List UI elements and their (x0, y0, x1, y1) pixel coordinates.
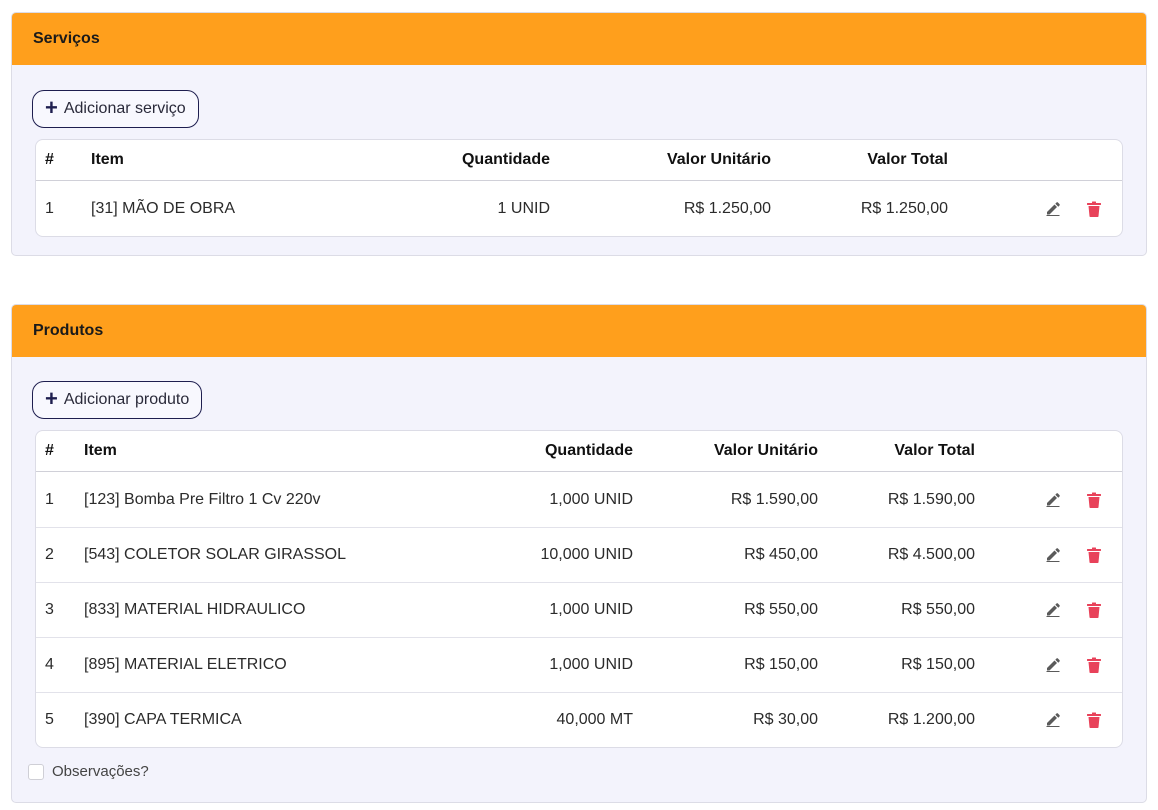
trash-icon[interactable] (1084, 490, 1104, 510)
pencil-icon[interactable] (1043, 490, 1063, 510)
add-service-button[interactable]: + Adicionar serviço (32, 90, 199, 128)
pencil-icon[interactable] (1043, 545, 1063, 565)
services-header: Serviços (12, 13, 1146, 65)
col-quantity-header: Quantidade (544, 442, 633, 459)
col-total-value-header: Valor Total (867, 151, 948, 168)
add-product-label: Adicionar produto (63, 391, 190, 408)
col-unit-value-header: Valor Unitário (713, 442, 818, 459)
row-quantity: 1,000 UNID (549, 656, 633, 673)
services-table-body: 1 [31] MÃO DE OBRA 1 UNID R$ 1.250,00 R$ 1.2… (36, 181, 1122, 236)
col-number-header: # (45, 151, 54, 168)
row-item: [895] MATERIAL ELETRICO (84, 656, 287, 673)
pencil-icon[interactable] (1043, 199, 1063, 219)
row-item: [833] MATERIAL HIDRAULICO (84, 601, 306, 618)
row-item: [390] CAPA TERMICA (84, 711, 242, 728)
row-unit-value: R$ 450,00 (744, 546, 818, 563)
row-total-value: R$ 550,00 (901, 601, 975, 618)
row-unit-value: R$ 550,00 (744, 601, 818, 618)
row-unit-value: R$ 150,00 (744, 656, 818, 673)
row-item: [543] COLETOR SOLAR GIRASSOL (84, 546, 347, 563)
observations-toggle[interactable]: Observações? (28, 763, 149, 780)
add-service-label: Adicionar serviço (63, 100, 186, 117)
trash-icon[interactable] (1084, 710, 1104, 730)
services-title: Serviços (33, 30, 100, 47)
row-total-value: R$ 1.590,00 (887, 490, 975, 508)
trash-icon[interactable] (1084, 600, 1104, 620)
row-number: 5 (45, 711, 54, 728)
products-card: Produtos + Adicionar produto # Item Quan… (11, 304, 1147, 803)
row-number: 4 (45, 656, 54, 673)
row-unit-value: R$ 1.250,00 (683, 199, 771, 217)
row-item: [31] MÃO DE OBRA (91, 199, 236, 217)
plus-icon: + (45, 386, 58, 411)
table-row: 5 [390] CAPA TERMICA 40,000 MT R$ 30,00 R$ 1… (36, 692, 1122, 747)
row-quantity: 1,000 UNID (549, 601, 633, 618)
table-row: 3 [833] MATERIAL HIDRAULICO 1,000 UNID R$ 5… (36, 582, 1122, 637)
trash-icon[interactable] (1084, 199, 1104, 219)
pencil-icon[interactable] (1043, 655, 1063, 675)
observations-checkbox[interactable] (28, 763, 44, 780)
row-quantity: 40,000 MT (556, 711, 633, 728)
col-quantity-header: Quantidade (461, 151, 550, 168)
row-unit-value: R$ 30,00 (753, 711, 818, 728)
row-quantity: 10,000 UNID (540, 546, 634, 563)
col-item-header: Item (84, 442, 117, 459)
row-number: 1 (45, 199, 54, 217)
plus-icon: + (45, 95, 58, 120)
add-product-button[interactable]: + Adicionar produto (32, 381, 203, 419)
table-row: 1 [123] Bomba Pre Filtro 1 Cv 220v 1,000 U… (36, 472, 1122, 527)
row-quantity: 1,000 UNID (549, 490, 633, 508)
services-table: # Item Quantidade Valor Unitário Valor T… (35, 139, 1123, 237)
services-card: Serviços + Adicionar serviço # Item Quan… (11, 12, 1147, 256)
row-unit-value: R$ 1.590,00 (730, 490, 818, 508)
trash-icon[interactable] (1084, 655, 1104, 675)
products-table-body: 1 [123] Bomba Pre Filtro 1 Cv 220v 1,000 U… (36, 472, 1122, 747)
row-total-value: R$ 150,00 (901, 656, 975, 673)
row-total-value: R$ 1.250,00 (860, 199, 948, 217)
services-table-header: # Item Quantidade Valor Unitário Valor T… (36, 140, 1122, 181)
row-total-value: R$ 4.500,00 (887, 546, 975, 563)
products-header: Produtos (12, 305, 1146, 357)
table-row: 4 [895] MATERIAL ELETRICO 1,000 UNID R$ 150… (36, 637, 1122, 692)
row-number: 3 (45, 601, 54, 618)
products-table: # Item Quantidade Valor Unitário Valor T… (35, 430, 1123, 748)
col-item-header: Item (91, 151, 124, 168)
row-number: 1 (45, 490, 54, 508)
pencil-icon[interactable] (1043, 600, 1063, 620)
row-total-value: R$ 1.200,00 (887, 711, 975, 728)
table-row: 1 [31] MÃO DE OBRA 1 UNID R$ 1.250,00 R$ 1.2… (36, 181, 1122, 236)
pencil-icon[interactable] (1043, 710, 1063, 730)
table-row: 2 [543] COLETOR SOLAR GIRASSOL 10,000 UNID… (36, 527, 1122, 582)
row-item: [123] Bomba Pre Filtro 1 Cv 220v (84, 490, 321, 508)
row-quantity: 1 UNID (497, 199, 550, 217)
col-unit-value-header: Valor Unitário (666, 151, 771, 168)
col-number-header: # (45, 442, 54, 459)
products-title: Produtos (33, 322, 104, 339)
observations-label: Observações? (52, 763, 149, 780)
col-total-value-header: Valor Total (894, 442, 975, 459)
trash-icon[interactable] (1084, 545, 1104, 565)
products-table-header: # Item Quantidade Valor Unitário Valor T… (36, 431, 1122, 472)
row-number: 2 (45, 546, 54, 563)
